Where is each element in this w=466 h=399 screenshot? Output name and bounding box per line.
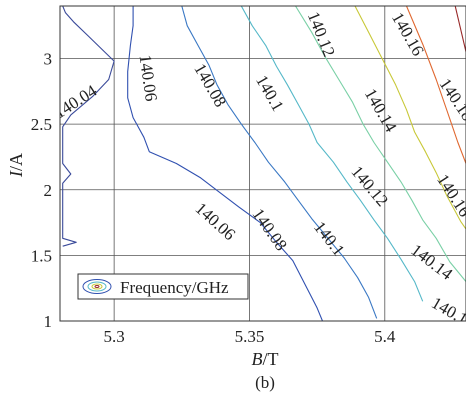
y-tick-label: 2.5 (31, 115, 52, 134)
legend-contour-icon (82, 279, 112, 294)
legend-label: Frequency/GHz (120, 278, 229, 297)
contour-line-140-18 (454, 6, 466, 53)
x-ticks: 5.3 5.35 5.4 (104, 327, 396, 346)
contour-lines (62, 6, 466, 321)
y-tick-label: 3 (44, 50, 53, 69)
x-tick-label: 5.3 (104, 327, 125, 346)
contour-line-140-1 (240, 6, 424, 302)
y-tick-label: 2 (44, 181, 53, 200)
x-axis-label: B/T (252, 349, 279, 369)
plot-frame (59, 5, 466, 322)
y-tick-label: 1.5 (31, 246, 52, 265)
legend: Frequency/GHz (77, 273, 249, 300)
contour-line-140-06 (127, 6, 324, 321)
y-ticks: 1 1.5 2 2.5 3 (31, 50, 52, 332)
contour-line-140-16 (405, 6, 466, 164)
x-tick-label: 5.4 (374, 327, 396, 346)
x-tick-label: 5.35 (235, 327, 265, 346)
subfigure-label: (b) (255, 373, 275, 392)
y-tick-label: 1 (44, 312, 53, 331)
contour-line-140-12 (295, 6, 466, 282)
y-axis-label: I/A (6, 153, 26, 178)
contour-line-140-04 (62, 6, 115, 247)
contour-line-140-14 (354, 6, 466, 230)
contour-line-140-08 (181, 6, 378, 319)
